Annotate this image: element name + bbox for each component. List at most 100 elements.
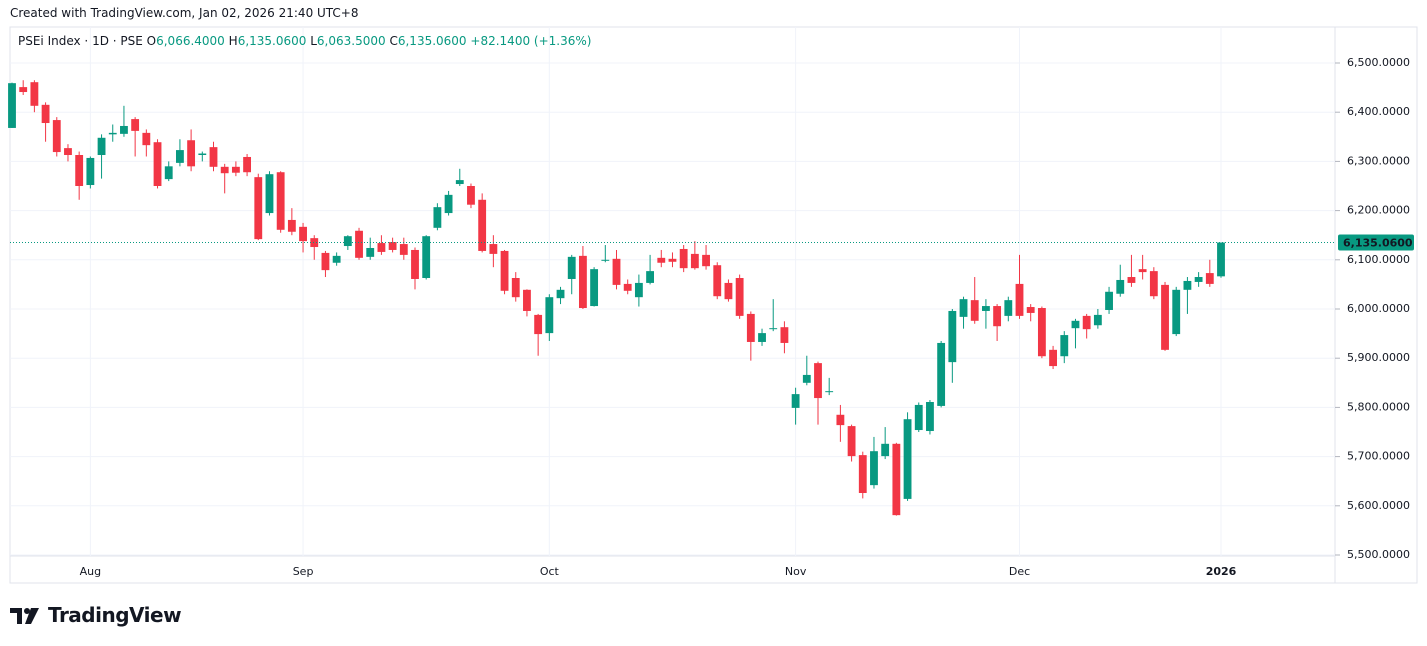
- symbol: PSEi Index · 1D · PSE: [18, 34, 143, 48]
- y-tick-label: 5,700.0000: [1347, 450, 1410, 463]
- candle-body: [903, 419, 912, 499]
- candle-body: [19, 87, 28, 93]
- candle-body: [1093, 314, 1102, 326]
- candle-body: [411, 249, 419, 279]
- candle-body: [1194, 277, 1203, 282]
- candle-body: [758, 333, 766, 342]
- x-tick-label: Oct: [540, 565, 560, 578]
- candle-body: [1105, 291, 1113, 310]
- y-tick-label: 6,100.0000: [1347, 253, 1410, 266]
- candle-body: [948, 310, 957, 363]
- last-price-box: [1338, 234, 1414, 251]
- candle-body: [735, 278, 744, 316]
- y-tick-label: 5,800.0000: [1347, 400, 1410, 413]
- candle-body: [679, 248, 688, 269]
- candle-body: [1060, 335, 1069, 357]
- candle-body: [780, 327, 789, 343]
- x-tick-label: Nov: [785, 565, 807, 578]
- candle-body: [366, 247, 375, 257]
- candle-body: [926, 401, 934, 432]
- candle-body: [567, 256, 576, 279]
- candle-body: [422, 236, 431, 279]
- candle-body: [993, 306, 1002, 327]
- candle-body: [814, 363, 822, 399]
- candle-body: [175, 150, 184, 163]
- candle-body: [187, 140, 196, 167]
- candle-body: [847, 426, 856, 457]
- candle-body: [914, 404, 923, 431]
- candle-body: [355, 230, 363, 258]
- y-tick-label: 6,500.0000: [1347, 56, 1410, 69]
- l-label: L: [310, 34, 317, 48]
- candle-body: [1049, 349, 1058, 367]
- candle-body: [8, 83, 16, 128]
- o-value: 6,066.4000: [156, 34, 225, 48]
- candle-body: [1183, 280, 1192, 290]
- x-tick-label: Dec: [1009, 565, 1030, 578]
- candle-body: [713, 265, 722, 297]
- candle-body: [1149, 271, 1158, 297]
- candle-body: [523, 289, 531, 311]
- candle-body: [892, 443, 901, 516]
- candle-body: [746, 313, 755, 342]
- candle-body: [276, 172, 285, 230]
- l-value: 6,063.5000: [316, 34, 386, 48]
- candle-body: [377, 243, 386, 252]
- candle-body: [511, 278, 520, 298]
- y-tick-label: 5,600.0000: [1347, 499, 1410, 512]
- x-tick-label: Sep: [293, 565, 314, 578]
- c-label: C: [389, 34, 398, 48]
- candle-body: [444, 194, 453, 214]
- candle-body: [690, 253, 699, 269]
- candle-body: [164, 166, 173, 180]
- candle-body: [937, 342, 946, 406]
- candle-body: [1082, 315, 1091, 330]
- candle-body: [30, 82, 39, 106]
- candle-body: [500, 250, 509, 291]
- candle-body: [534, 314, 543, 335]
- candle-body: [120, 125, 128, 134]
- candle-body: [870, 451, 878, 486]
- candle-body: [489, 244, 498, 254]
- candle-body: [209, 147, 218, 167]
- candle-body: [321, 252, 330, 271]
- candle-body: [332, 255, 341, 263]
- candle-body: [220, 166, 229, 174]
- candle-body: [1004, 300, 1013, 316]
- ohlc-header: PSEi Index · 1D · PSE O6,066.4000 H6,135…: [18, 34, 591, 48]
- candle-body: [299, 226, 307, 242]
- candle-body: [41, 104, 50, 124]
- c-value: 6,135.0600: [397, 34, 467, 48]
- x-tick-label: 2026: [1206, 565, 1237, 578]
- candle-body: [1071, 320, 1080, 329]
- candle-body: [153, 142, 162, 186]
- candle-body: [433, 207, 442, 228]
- candle-body: [881, 443, 890, 457]
- candle-body: [981, 306, 990, 311]
- x-tick-label: Aug: [80, 565, 101, 578]
- candle-body: [1217, 242, 1225, 277]
- candle-body: [310, 238, 319, 248]
- candle-body: [601, 259, 610, 261]
- candle-body: [1037, 308, 1046, 357]
- h-label: H: [228, 34, 238, 48]
- candle-body: [634, 282, 643, 298]
- candle-body: [724, 282, 733, 300]
- candle-body: [825, 391, 834, 393]
- last-price-label: 6,135.0600: [1343, 237, 1413, 250]
- candle-body: [467, 186, 475, 205]
- candle-body: [1138, 269, 1147, 273]
- caption: Created with TradingView.com, Jan 02, 20…: [10, 6, 359, 20]
- candle-body: [108, 132, 117, 135]
- logo-icon: [10, 608, 39, 624]
- y-tick-label: 5,900.0000: [1347, 351, 1410, 364]
- candle-body: [131, 119, 140, 131]
- candle-body: [142, 132, 151, 146]
- brand: TradingView: [48, 603, 182, 627]
- candle-body: [836, 414, 845, 426]
- candle-body: [254, 177, 263, 240]
- candle-body: [1172, 289, 1181, 335]
- y-tick-label: 6,000.0000: [1347, 302, 1410, 315]
